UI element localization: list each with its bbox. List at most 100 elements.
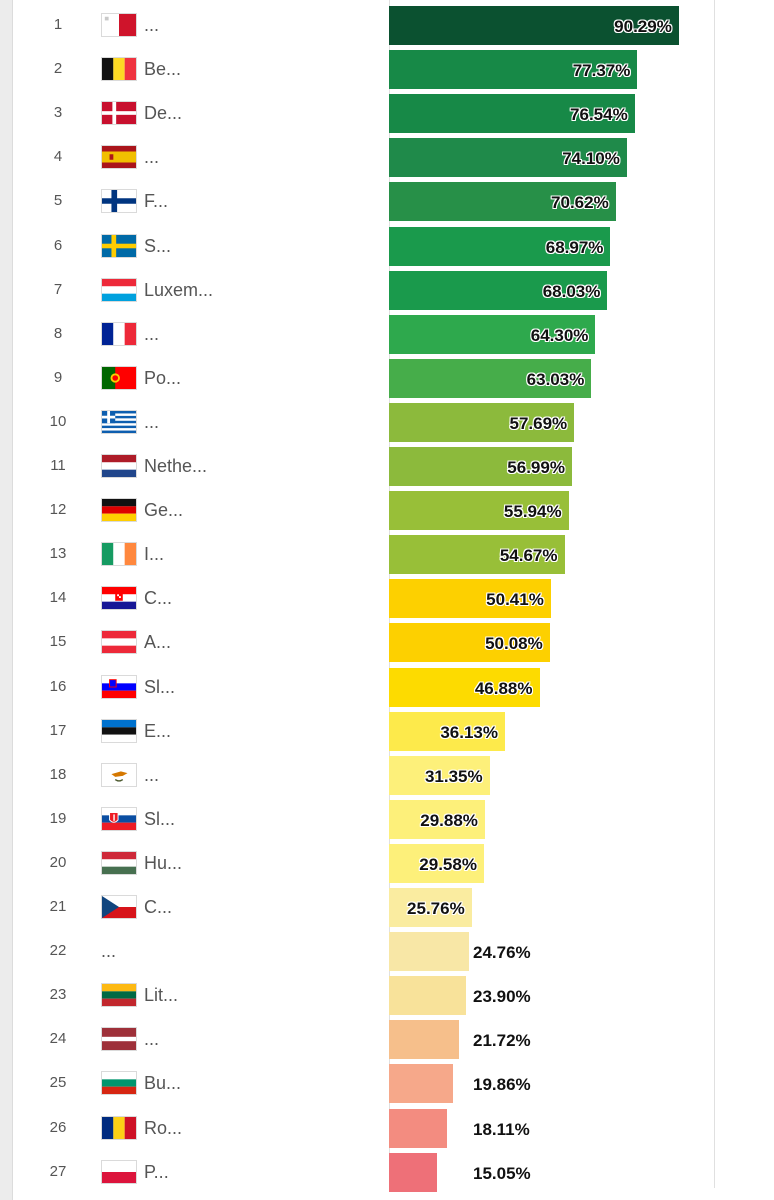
data-bar (389, 888, 472, 927)
country-label: De... (144, 103, 183, 123)
data-label: 29.58% (419, 855, 477, 874)
data-bar (389, 271, 608, 310)
country-label: Lit... (144, 985, 179, 1005)
country-label: P... (144, 1162, 169, 1182)
bulgaria-flag (101, 1071, 137, 1095)
country-label: ... (144, 324, 160, 344)
table-row: 23 Lit... 23.90% (0, 973, 774, 1017)
table-row: 5 F... 70.62% (0, 179, 774, 223)
rank-number: 12 (49, 501, 67, 518)
data-label: 19.86% (473, 1075, 531, 1094)
table-row: 4... 74.10% (0, 135, 774, 179)
country-label: Sl... (144, 809, 176, 829)
denmark-flag (101, 101, 137, 125)
country-label: I... (144, 544, 165, 564)
data-bar (389, 315, 596, 354)
country-label: Be... (144, 59, 182, 79)
table-row: 13 I... 54.67% (0, 532, 774, 576)
data-bar (389, 1064, 453, 1103)
table-row: 11 Nethe... 56.99% (0, 444, 774, 488)
country-label: Nethe... (144, 456, 208, 476)
country-label: E... (144, 721, 172, 741)
data-label: 63.03% (526, 370, 585, 389)
country-label: Ro... (144, 1118, 183, 1138)
data-label: 21.72% (473, 1031, 531, 1050)
data-label: 50.08% (485, 634, 543, 653)
country-label: Po... (144, 368, 182, 388)
rank-number: 4 (53, 148, 63, 165)
rank-number: 18 (49, 766, 67, 783)
data-bar (389, 1153, 438, 1192)
table-row: 18... 31.35% (0, 753, 774, 797)
data-label: 50.41% (486, 590, 544, 609)
rank-number: 11 (50, 457, 66, 474)
portugal-flag (101, 366, 137, 390)
netherlands-flag (101, 454, 137, 478)
table-row: 16 Sl... 46.88% (0, 665, 774, 709)
data-bar (389, 932, 469, 971)
data-bar (389, 1020, 459, 1059)
data-bar (389, 359, 592, 398)
data-bar (389, 535, 565, 574)
rank-number: 6 (53, 237, 63, 254)
data-bar (389, 668, 540, 707)
country-label: ... (144, 412, 160, 432)
table-row: 14 C... 50.41% (0, 576, 774, 620)
data-label: 46.88% (474, 679, 533, 698)
rank-number: 20 (49, 854, 67, 871)
data-bar (389, 623, 550, 662)
data-bar (389, 227, 611, 266)
hungary-flag (101, 851, 137, 875)
rank-number: 15 (49, 633, 67, 650)
data-bar (389, 976, 466, 1015)
data-label: 55.94% (503, 502, 562, 521)
table-row: 12 Ge... 55.94% (0, 488, 774, 532)
greece-flag (101, 410, 137, 434)
data-bar (389, 182, 616, 221)
table-row: 27 P... 15.05% (0, 1150, 774, 1194)
rank-number: 14 (49, 589, 67, 606)
data-label: 68.03% (542, 282, 601, 301)
country-label: ... (144, 147, 160, 167)
rank-number: 3 (53, 104, 63, 121)
country-label: S... (144, 236, 172, 256)
data-label: 74.10% (562, 149, 620, 168)
table-row: 2 Be... 77.37% (0, 47, 774, 91)
data-bar (389, 844, 484, 883)
country-label: ... (144, 1029, 160, 1049)
data-bar (389, 403, 575, 442)
austria-flag (101, 630, 137, 654)
data-label: 68.97% (545, 238, 604, 257)
country-label: F... (144, 191, 169, 211)
rank-number: 26 (49, 1119, 67, 1136)
data-bar (389, 800, 485, 839)
data-bar (389, 94, 635, 133)
country-label: Sl... (144, 677, 176, 697)
table-row: 21 C... 25.76% (0, 885, 774, 929)
data-label: 24.76% (473, 943, 531, 962)
country-label: A... (144, 632, 172, 652)
data-label: 57.69% (509, 414, 568, 433)
data-bar (389, 50, 638, 89)
slovakia-flag (101, 807, 137, 831)
table-row: 1... 90.29% (0, 3, 774, 47)
croatia-flag (101, 586, 137, 610)
data-bar (389, 447, 572, 486)
rank-number: 23 (49, 986, 67, 1003)
rank-number: 27 (49, 1163, 67, 1180)
table-row: 20 Hu... 29.58% (0, 841, 774, 885)
table-row: 10... 57.69% (0, 400, 774, 444)
data-bar (389, 579, 551, 618)
rank-number: 21 (49, 898, 67, 915)
data-bar (389, 138, 627, 177)
data-label: 18.11% (473, 1120, 530, 1139)
table-row: 15 A... 50.08% (0, 620, 774, 664)
data-bar (389, 712, 505, 751)
table-row: 26 Ro... 18.11% (0, 1106, 774, 1150)
table-row: 8... 64.30% (0, 312, 774, 356)
country-label: C... (144, 897, 173, 917)
left-frame-strip (0, 0, 12, 1200)
data-bar (389, 491, 569, 530)
data-label: 77.37% (572, 61, 631, 80)
rank-number: 8 (53, 325, 63, 342)
